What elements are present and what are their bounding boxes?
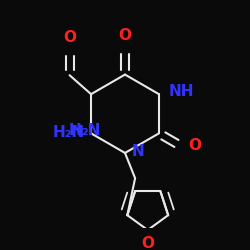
Text: O: O	[141, 236, 154, 250]
Text: H₂N: H₂N	[52, 124, 85, 140]
Text: N: N	[131, 144, 144, 159]
Text: H: H	[68, 123, 81, 138]
Text: NH: NH	[169, 84, 194, 99]
Text: O: O	[118, 28, 132, 43]
Text: O: O	[63, 30, 76, 45]
Text: O: O	[188, 138, 202, 154]
Text: ₂N: ₂N	[81, 123, 100, 138]
